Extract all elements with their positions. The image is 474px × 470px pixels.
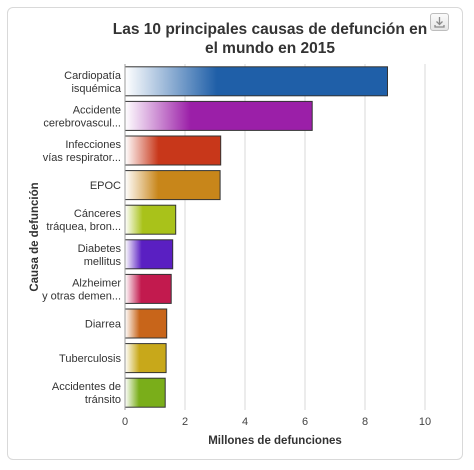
category-label: Tuberculosis bbox=[59, 353, 121, 365]
category-label: Diabetes bbox=[78, 243, 122, 255]
category-label: Accidente bbox=[73, 104, 121, 116]
category-label: Accidentes de bbox=[52, 381, 121, 393]
category-label: mellitus bbox=[84, 256, 122, 268]
x-tick-label: 8 bbox=[362, 416, 368, 428]
x-tick-label: 0 bbox=[122, 416, 128, 428]
category-label: Cardiopatía bbox=[64, 70, 122, 82]
category-label: cerebrovascul... bbox=[43, 117, 121, 129]
bars bbox=[124, 66, 388, 408]
chart-title-line-1: Las 10 principales causas de defunción e… bbox=[112, 21, 428, 38]
chart-title-line-2: el mundo en 2015 bbox=[204, 40, 336, 57]
x-tick-label: 4 bbox=[242, 416, 248, 428]
bar[interactable] bbox=[124, 377, 166, 408]
category-label: isquémica bbox=[71, 83, 121, 95]
x-tick-label: 6 bbox=[302, 416, 308, 428]
bar[interactable] bbox=[124, 343, 167, 374]
category-label: Alzheimer bbox=[72, 277, 121, 289]
bar[interactable] bbox=[124, 66, 388, 97]
category-label: Diarrea bbox=[85, 319, 122, 331]
x-tick-label: 10 bbox=[419, 416, 431, 428]
category-label: tránsito bbox=[85, 394, 121, 406]
x-tick-labels: 0 2 4 6 8 10 bbox=[122, 416, 431, 428]
category-label: Infecciones bbox=[65, 139, 121, 151]
category-label: EPOC bbox=[90, 180, 121, 192]
category-label: vías respirator... bbox=[43, 152, 121, 164]
y-axis-title: Causa de defunción bbox=[29, 182, 41, 291]
bar[interactable] bbox=[124, 239, 174, 270]
x-axis-title: Millones de defunciones bbox=[208, 435, 342, 447]
bar[interactable] bbox=[124, 308, 168, 339]
chart-title: Las 10 principales causas de defunción e… bbox=[110, 20, 430, 58]
download-icon bbox=[434, 17, 445, 28]
bar[interactable] bbox=[124, 135, 222, 166]
bar[interactable] bbox=[124, 100, 313, 131]
bar[interactable] bbox=[124, 273, 172, 304]
category-label: y otras demen... bbox=[42, 290, 121, 302]
category-label: tráquea, bron... bbox=[46, 221, 121, 233]
export-button[interactable] bbox=[430, 13, 449, 31]
bar[interactable] bbox=[124, 204, 177, 235]
category-label: Cánceres bbox=[74, 208, 122, 220]
bar[interactable] bbox=[124, 170, 221, 201]
x-tick-label: 2 bbox=[182, 416, 188, 428]
